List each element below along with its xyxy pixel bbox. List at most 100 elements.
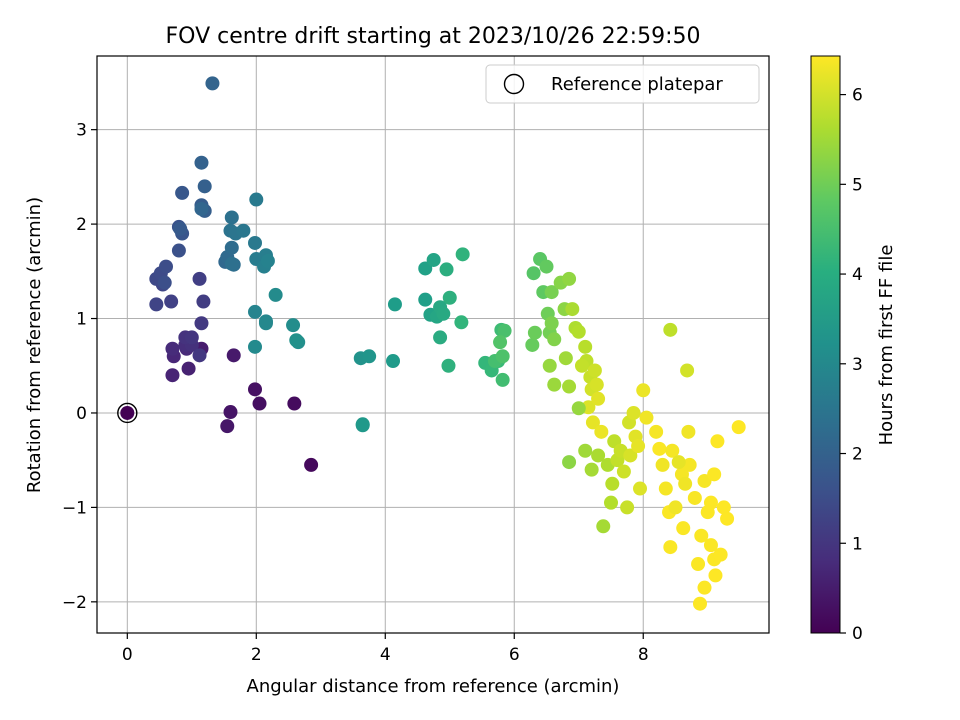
data-point <box>623 448 638 463</box>
data-point <box>436 306 451 321</box>
data-point <box>649 424 664 439</box>
data-point <box>633 481 648 496</box>
data-point <box>668 500 683 515</box>
data-point <box>626 405 641 420</box>
data-point <box>495 349 510 364</box>
colorbar-ticks: 0 1 2 3 4 5 6 <box>840 86 863 644</box>
data-point <box>539 259 554 274</box>
data-point <box>194 155 209 170</box>
data-point <box>268 287 283 302</box>
data-point <box>691 557 706 572</box>
data-point <box>236 223 251 238</box>
data-point <box>587 363 602 378</box>
x-tick-label: 2 <box>251 645 262 665</box>
x-tick-label: 8 <box>638 645 649 665</box>
data-point <box>224 240 239 255</box>
data-point <box>707 467 722 482</box>
data-point <box>636 383 651 398</box>
data-point <box>197 179 212 194</box>
y-tick-label: 1 <box>76 310 87 330</box>
data-point <box>703 495 718 510</box>
data-point <box>603 495 618 510</box>
data-point <box>526 266 541 281</box>
colorbar-tick-label: 6 <box>852 86 863 106</box>
data-point <box>252 396 267 411</box>
data-point <box>165 368 180 383</box>
data-point <box>248 339 263 354</box>
data-point <box>562 455 577 470</box>
data-point <box>248 235 263 250</box>
data-point <box>194 201 209 216</box>
x-tick-label: 4 <box>380 645 391 665</box>
data-point <box>248 382 263 397</box>
colorbar-tick-label: 2 <box>852 445 863 465</box>
data-point <box>544 285 559 300</box>
data-point <box>544 316 559 331</box>
data-point <box>355 417 370 432</box>
data-point <box>248 304 263 319</box>
data-point <box>527 325 542 340</box>
data-point <box>578 443 593 458</box>
plot-frame <box>96 55 770 634</box>
data-point <box>716 500 731 515</box>
data-point <box>692 596 707 611</box>
data-point <box>192 348 207 363</box>
data-point <box>589 377 604 392</box>
data-point <box>493 335 508 350</box>
data-point <box>181 361 196 376</box>
data-point <box>678 476 693 491</box>
data-point <box>594 424 609 439</box>
data-point <box>713 547 728 562</box>
x-tick-label: 0 <box>122 645 133 665</box>
data-point <box>386 354 401 369</box>
data-point <box>605 476 620 491</box>
data-point <box>681 424 696 439</box>
legend-entry-reference-platepar: Reference platepar <box>551 74 723 95</box>
data-point <box>574 358 589 373</box>
x-axis-label: Angular distance from reference (arcmin) <box>247 676 620 697</box>
data-point <box>184 330 199 345</box>
data-point <box>585 415 600 430</box>
data-point <box>652 441 667 456</box>
data-point <box>620 500 635 515</box>
colorbar: 0 1 2 3 4 5 6 Hours from first FF file <box>810 55 897 644</box>
data-point <box>663 540 678 555</box>
data-point <box>455 247 470 262</box>
data-point <box>720 511 735 526</box>
data-point <box>120 405 135 420</box>
data-point <box>687 490 702 505</box>
data-point <box>426 252 441 267</box>
data-point <box>571 324 586 339</box>
data-point <box>223 405 238 420</box>
data-point <box>224 256 239 271</box>
data-point <box>680 363 695 378</box>
data-point <box>591 391 606 406</box>
data-point <box>149 297 164 312</box>
data-point <box>159 259 174 274</box>
data-point <box>387 297 402 312</box>
data-point <box>665 443 680 458</box>
data-point <box>525 337 540 352</box>
data-point <box>731 420 746 435</box>
data-point <box>157 275 172 290</box>
data-point <box>304 457 319 472</box>
colorbar-tick-label: 4 <box>852 265 863 285</box>
data-point <box>571 401 586 416</box>
data-point <box>616 464 631 479</box>
data-point <box>639 410 654 425</box>
data-point <box>710 434 725 449</box>
y-axis-label: Rotation from reference (arcmin) <box>24 197 45 493</box>
data-point <box>565 302 580 317</box>
data-point <box>175 185 190 200</box>
data-point <box>694 528 709 543</box>
data-point <box>558 351 573 366</box>
data-point <box>286 318 301 333</box>
data-point <box>562 379 577 394</box>
data-point <box>224 210 239 225</box>
data-point <box>362 349 377 364</box>
data-point <box>663 322 678 337</box>
data-point <box>220 419 235 434</box>
data-point <box>708 568 723 583</box>
data-point <box>249 192 264 207</box>
data-point <box>596 519 611 534</box>
